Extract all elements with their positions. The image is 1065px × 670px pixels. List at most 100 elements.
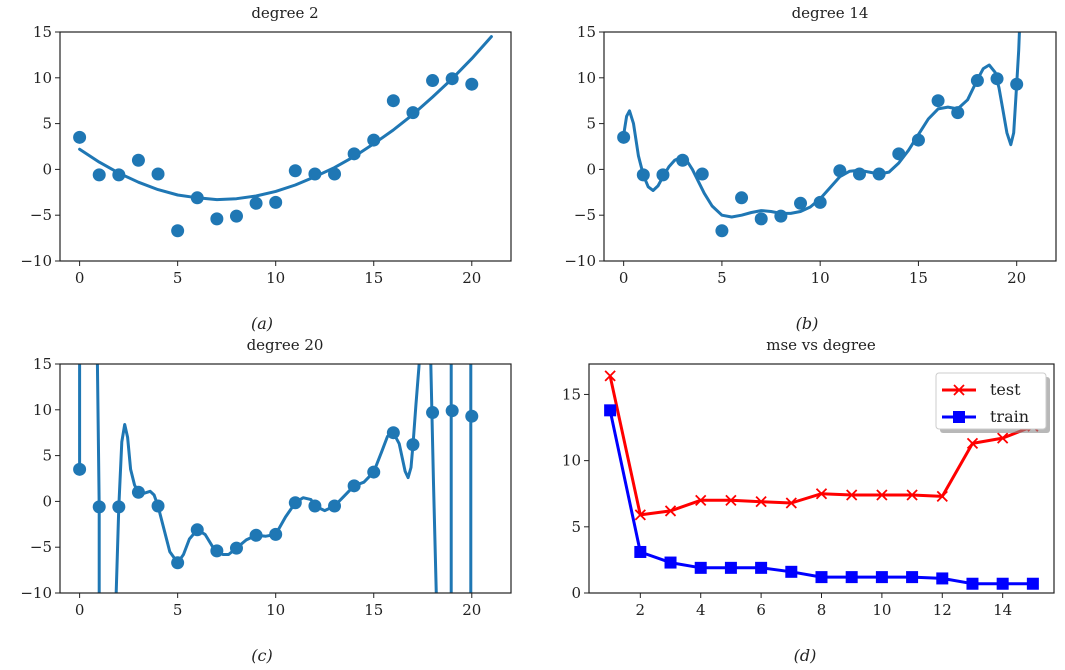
- data-point: [872, 167, 886, 181]
- y-tick-label: 0: [586, 160, 596, 178]
- subplot-d-caption: (d): [794, 646, 817, 665]
- data-point: [328, 499, 342, 513]
- data-point: [794, 196, 808, 210]
- marker-test: [936, 490, 948, 503]
- marker-test: [876, 489, 888, 501]
- x-tick-label: 8: [817, 601, 827, 619]
- data-point: [269, 527, 283, 541]
- data-point: [406, 106, 420, 120]
- subplot-a-caption: (a): [251, 314, 273, 333]
- marker-test: [755, 496, 767, 508]
- marker-test: [997, 432, 1009, 444]
- data-point: [308, 167, 322, 181]
- x-tick-label: 20: [462, 601, 481, 619]
- y-tick-label: −10: [564, 252, 596, 270]
- data-point: [852, 167, 866, 181]
- data-point: [426, 74, 440, 88]
- y-tick-label: −5: [30, 206, 52, 224]
- y-tick-label: 5: [571, 518, 581, 536]
- data-point: [229, 209, 243, 223]
- y-tick-label: 0: [42, 160, 52, 178]
- data-point: [951, 106, 965, 120]
- y-tick-label: 10: [33, 401, 52, 419]
- data-point: [617, 130, 631, 144]
- data-point: [73, 130, 87, 144]
- subplot-d-title: mse vs degree: [766, 336, 876, 354]
- data-point: [386, 426, 400, 440]
- x-tick-label: 10: [266, 601, 285, 619]
- x-tick-label: 12: [933, 601, 952, 619]
- data-point: [112, 500, 126, 514]
- data-point: [92, 168, 106, 182]
- y-tick-label: 5: [42, 447, 52, 465]
- y-tick-label: 0: [42, 492, 52, 510]
- y-tick-label: 5: [586, 115, 596, 133]
- legend-marker-test: [953, 384, 965, 396]
- x-tick-label: 5: [173, 601, 183, 619]
- data-point: [892, 147, 906, 161]
- subplot-c-caption: (c): [251, 646, 272, 665]
- marker-train: [634, 545, 647, 558]
- marker-test: [846, 489, 858, 501]
- data-point: [171, 556, 185, 570]
- data-point: [210, 212, 224, 226]
- data-point: [328, 167, 342, 181]
- x-tick-label: 10: [266, 269, 285, 287]
- data-point: [715, 224, 729, 238]
- axes-frame: [59, 363, 512, 594]
- x-tick-label: 15: [364, 601, 383, 619]
- axes-frame: [59, 31, 512, 262]
- marker-test: [634, 509, 646, 521]
- axes-frame: [588, 363, 1055, 594]
- data-point: [833, 164, 847, 178]
- data-point: [636, 168, 650, 182]
- subplot-b-title: degree 14: [792, 4, 869, 22]
- data-point: [92, 500, 106, 514]
- y-tick-label: 10: [577, 69, 596, 87]
- subplot-b-caption: (b): [796, 314, 819, 333]
- fit-curve: [78, 35, 493, 202]
- y-tick-label: 15: [33, 355, 52, 373]
- y-tick-label: 0: [571, 584, 581, 602]
- y-tick-label: 15: [577, 23, 596, 41]
- marker-test: [725, 494, 737, 506]
- legend: test train: [935, 372, 1050, 433]
- data-point: [131, 153, 145, 167]
- data-point: [347, 479, 361, 493]
- marker-test: [966, 437, 979, 450]
- legend-label-test: test: [990, 380, 1021, 399]
- x-tick-label: 15: [909, 269, 928, 287]
- subplot-d: mse vs degree (d) 2 4 6 8 10 12 14 0 5 10 15 test tr…: [562, 336, 1055, 665]
- data-point: [190, 523, 204, 537]
- marker-test: [906, 489, 918, 501]
- data-point: [386, 94, 400, 108]
- marker-train: [996, 577, 1009, 590]
- x-tick-label: 0: [75, 269, 85, 287]
- x-tick-label: 6: [756, 601, 766, 619]
- plot-area: [617, 32, 1024, 238]
- x-tick-label: 10: [872, 601, 891, 619]
- data-point: [249, 196, 263, 210]
- data-point: [426, 406, 440, 420]
- x-tick-label: 5: [173, 269, 183, 287]
- fit-curve-segment: [429, 364, 438, 593]
- marker-train: [906, 571, 919, 584]
- data-point: [970, 74, 984, 88]
- y-tick-label: 10: [562, 452, 581, 470]
- marker-train: [875, 571, 888, 584]
- x-tick-label: 10: [811, 269, 830, 287]
- x-tick-label: 20: [1007, 269, 1026, 287]
- data-point: [754, 212, 768, 226]
- x-tick-label: 2: [636, 601, 646, 619]
- marker-train: [815, 571, 828, 584]
- data-point: [229, 541, 243, 555]
- data-point: [367, 133, 381, 147]
- y-tick-label: 15: [33, 23, 52, 41]
- data-point: [774, 209, 788, 223]
- data-point: [656, 168, 670, 182]
- marker-train: [936, 572, 949, 585]
- marker-test: [695, 494, 707, 506]
- data-point: [288, 164, 302, 178]
- marker-train: [724, 561, 737, 574]
